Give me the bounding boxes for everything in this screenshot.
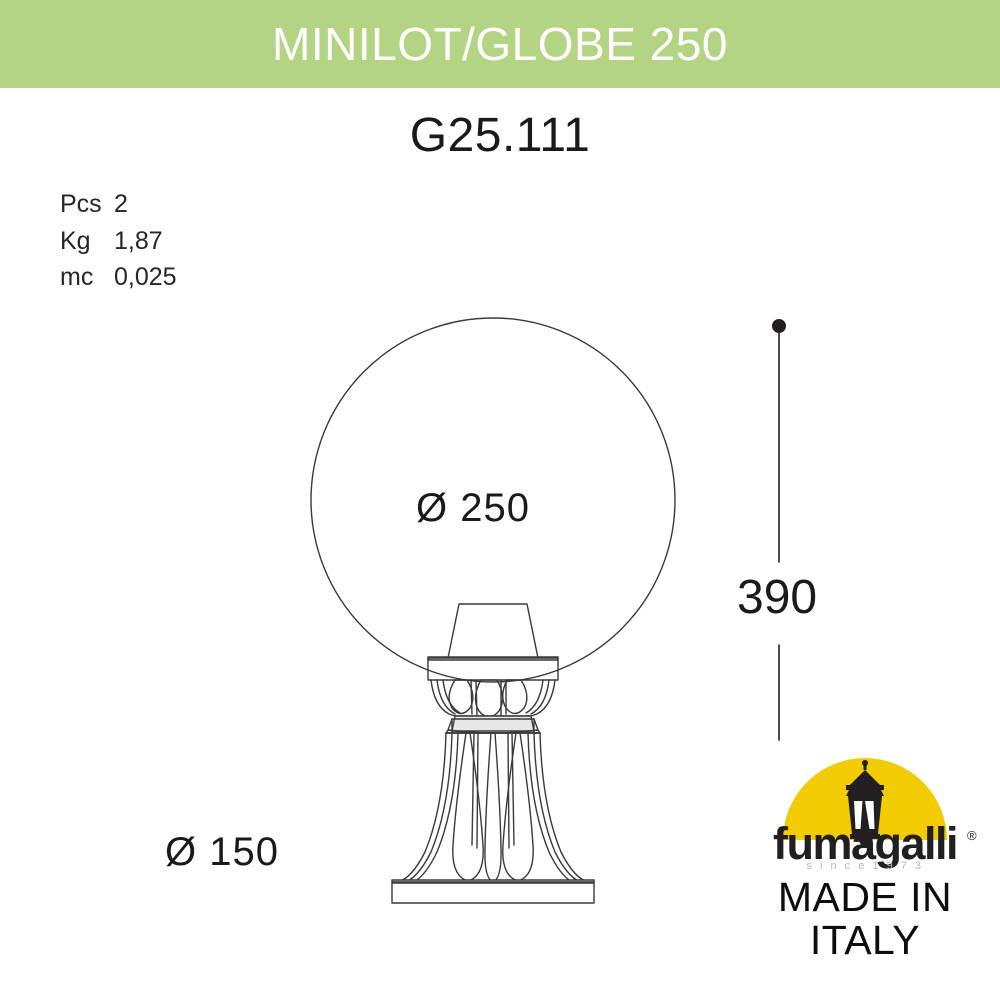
- specifications-list: Pcs 2 Kg 1,87 mc 0,025: [60, 186, 177, 296]
- pedestal-top-plate: [427, 657, 559, 681]
- neck-band-upper: [447, 718, 539, 734]
- base-plate: [391, 881, 595, 904]
- base-plate-top-edge: [391, 879, 595, 884]
- dimension-label-base-diameter: Ø 150: [165, 830, 279, 874]
- fumagalli-logo-block: fumagalli ® s i n c e 1 9 7 3 MADE IN IT…: [745, 752, 985, 987]
- logo-tagline: s i n c e 1 9 7 3: [806, 860, 923, 870]
- height-dimension-line: [772, 319, 786, 741]
- spec-value-pcs: 2: [114, 190, 128, 218]
- lantern-icon: [846, 760, 884, 845]
- spec-key-pcs: Pcs: [60, 190, 102, 218]
- header-band: [0, 0, 1000, 88]
- spec-row-pcs: Pcs 2: [60, 186, 177, 223]
- italy-line: ITALY: [809, 916, 921, 963]
- spec-value-kg: 1,87: [114, 226, 163, 255]
- pedestal-collar: [430, 679, 556, 718]
- collar-ring: [451, 715, 535, 732]
- spec-row-mc: mc 0,025: [60, 259, 177, 296]
- made-in-line: MADE IN: [777, 874, 953, 920]
- dimension-label-globe-diameter: Ø 250: [416, 486, 530, 530]
- spec-key-kg: Kg: [60, 226, 91, 255]
- lamp-neck: [447, 603, 539, 659]
- pedestal-column: [397, 732, 589, 883]
- pedestal-top-plate-shadow: [427, 656, 559, 661]
- dimension-label-total-height: 390: [737, 571, 818, 624]
- logo-registered-mark: ®: [967, 828, 977, 843]
- logo-wordmark: fumagalli: [773, 818, 957, 869]
- page-title: MINILOT/GLOBE 250: [272, 18, 728, 70]
- product-code: G25.111: [409, 109, 591, 162]
- spec-value-mc: 0,025: [114, 263, 177, 291]
- made-in-italy-text: MADE IN ITALY: [745, 876, 985, 961]
- dimension-dot: [772, 319, 786, 333]
- neck-band-lower: [445, 729, 541, 734]
- spec-row-kg: Kg 1,87: [60, 223, 177, 260]
- fumagalli-logo-mark: fumagalli ® s i n c e 1 9 7 3: [745, 752, 985, 870]
- spec-key-mc: mc: [60, 263, 94, 291]
